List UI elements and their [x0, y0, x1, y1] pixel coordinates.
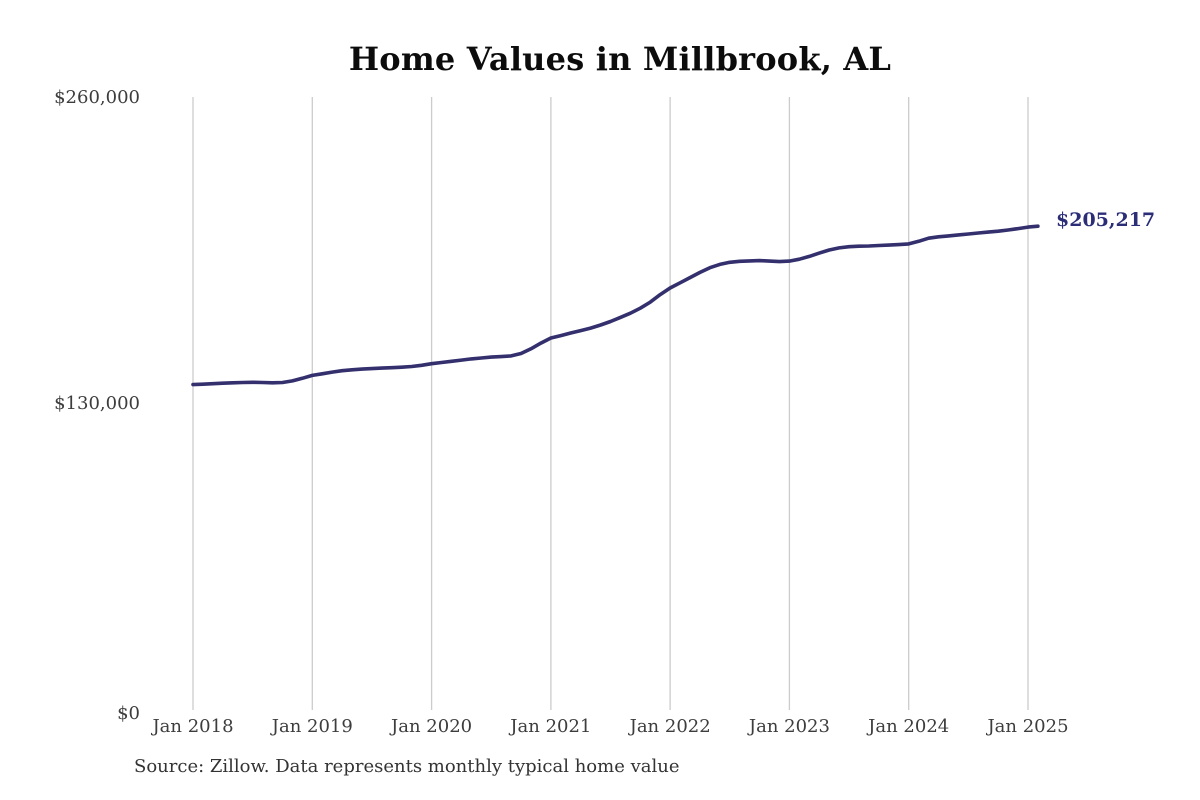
home-value-line	[191, 224, 1040, 387]
x-axis-tick-label: Jan 2018	[152, 716, 234, 737]
y-axis-tick-label: $0	[117, 703, 140, 724]
y-axis-tick-label: $130,000	[54, 393, 140, 414]
x-axis-tick-label: Jan 2020	[391, 716, 473, 737]
source-note: Source: Zillow. Data represents monthly …	[134, 756, 680, 777]
x-axis-tick-label: Jan 2023	[748, 716, 830, 737]
x-axis-tick-label: Jan 2022	[629, 716, 711, 737]
y-axis-tick-label: $260,000	[54, 87, 140, 108]
chart-title: Home Values in Millbrook, AL	[348, 40, 892, 78]
x-axis-tick-label: Jan 2019	[271, 716, 353, 737]
end-value-label: $205,217	[1056, 209, 1156, 231]
x-axis-tick-label: Jan 2025	[987, 716, 1069, 737]
x-axis-tick-label: Jan 2024	[868, 716, 950, 737]
x-axis-tick-label: Jan 2021	[510, 716, 592, 737]
